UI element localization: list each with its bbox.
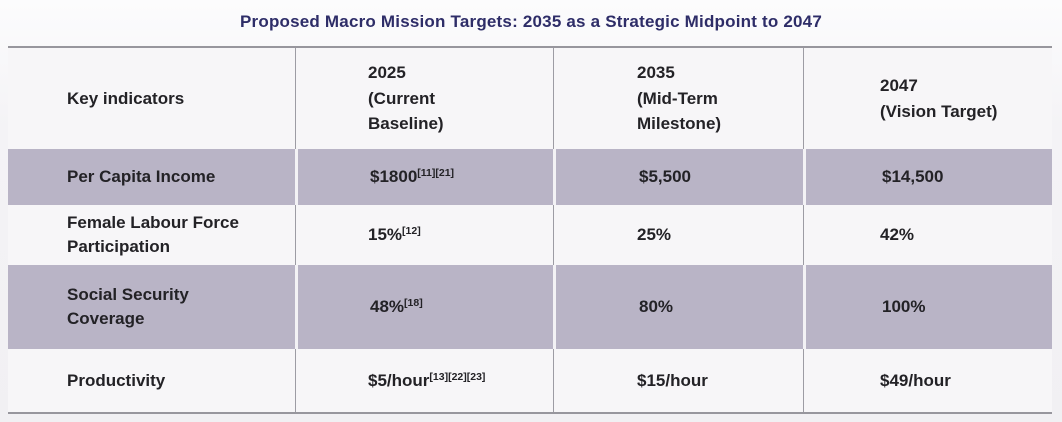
column-header-sublabel: (Current bbox=[368, 88, 436, 108]
table-row-social-security: Social Security Coverage 48%[18] 80% 100… bbox=[8, 265, 1052, 349]
table-title-bar: Proposed Macro Mission Targets: 2035 as … bbox=[0, 0, 1062, 46]
midterm-value: $15/hour bbox=[637, 370, 708, 390]
baseline-value-cell: $5/hour[13][22][23] bbox=[295, 349, 553, 412]
table-row-productivity: Productivity $5/hour[13][22][23] $15/hou… bbox=[8, 349, 1052, 412]
column-header-sublabel: Baseline) bbox=[368, 114, 444, 134]
table-row-female-labour-force: Female Labour Force Participation 15%[12… bbox=[8, 205, 1052, 265]
vision-value: 100% bbox=[882, 297, 926, 316]
vision-value-cell: $14,500 bbox=[803, 149, 1052, 205]
header-cell-2025: 2025 (Current Baseline) bbox=[295, 48, 553, 149]
column-header-sublabel: (Mid-Term bbox=[637, 88, 718, 108]
baseline-value: $5/hour bbox=[368, 370, 430, 390]
footnote-refs: [12] bbox=[402, 225, 421, 237]
column-header-year: 2025 bbox=[368, 63, 406, 83]
baseline-value-cell: 15%[12] bbox=[295, 205, 553, 265]
midterm-value-cell: 25% bbox=[553, 205, 803, 265]
indicator-label: Per Capita Income bbox=[67, 167, 216, 187]
indicator-label: Female Labour Force Participation bbox=[67, 213, 239, 256]
vision-value-cell: $49/hour bbox=[803, 349, 1052, 412]
column-header-label: Key indicators bbox=[67, 88, 185, 108]
column-header-sublabel: Milestone) bbox=[637, 114, 722, 134]
header-cell-key-indicators: Key indicators bbox=[8, 48, 295, 149]
indicator-label: Social Security Coverage bbox=[67, 285, 189, 328]
header-cell-2035: 2035 (Mid-Term Milestone) bbox=[553, 48, 803, 149]
baseline-value: 48% bbox=[370, 297, 405, 316]
midterm-value: 25% bbox=[637, 225, 672, 244]
indicator-cell: Per Capita Income bbox=[8, 149, 295, 205]
page-title: Proposed Macro Mission Targets: 2035 as … bbox=[240, 12, 822, 31]
baseline-value: 15% bbox=[368, 225, 403, 244]
vision-value-cell: 100% bbox=[803, 265, 1052, 349]
footnote-refs: [11][21] bbox=[417, 167, 455, 179]
indicator-cell: Social Security Coverage bbox=[8, 265, 295, 349]
macro-targets-table: Key indicators 2025 (Current Baseline) 2… bbox=[8, 46, 1052, 414]
indicator-cell: Female Labour Force Participation bbox=[8, 205, 295, 265]
footnote-refs: [18] bbox=[404, 297, 423, 309]
column-header-year: 2035 bbox=[637, 63, 675, 83]
baseline-value: $1800 bbox=[370, 167, 418, 186]
baseline-value-cell: 48%[18] bbox=[295, 265, 553, 349]
header-cell-2047: 2047 (Vision Target) bbox=[803, 48, 1052, 149]
column-header-sublabel: (Vision Target) bbox=[880, 101, 998, 121]
indicator-label: Productivity bbox=[67, 370, 166, 390]
midterm-value-cell: 80% bbox=[553, 265, 803, 349]
vision-value: $49/hour bbox=[880, 370, 951, 390]
baseline-value-cell: $1800[11][21] bbox=[295, 149, 553, 205]
midterm-value-cell: $5,500 bbox=[553, 149, 803, 205]
vision-value-cell: 42% bbox=[803, 205, 1052, 265]
midterm-value: 80% bbox=[639, 297, 674, 316]
column-header-year: 2047 bbox=[880, 76, 918, 95]
table-header-row: Key indicators 2025 (Current Baseline) 2… bbox=[8, 48, 1052, 149]
midterm-value-cell: $15/hour bbox=[553, 349, 803, 412]
footnote-refs: [13][22][23] bbox=[429, 370, 486, 383]
midterm-value: $5,500 bbox=[639, 167, 691, 186]
vision-value: 42% bbox=[880, 225, 915, 244]
indicator-cell: Productivity bbox=[8, 349, 295, 412]
table-row-per-capita-income: Per Capita Income $1800[11][21] $5,500 $… bbox=[8, 149, 1052, 205]
vision-value: $14,500 bbox=[882, 167, 944, 186]
